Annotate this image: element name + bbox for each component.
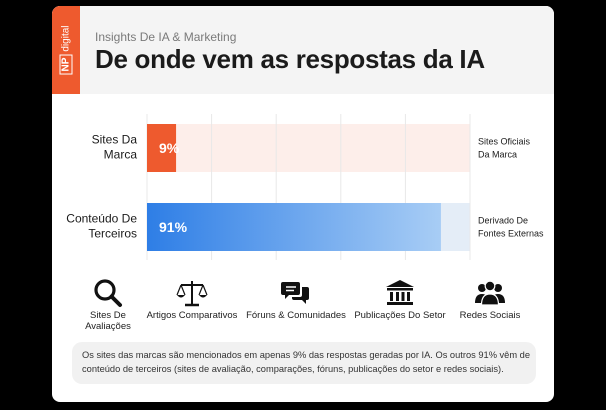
header: NP digital Insights De IA & Marketing De … <box>52 6 554 94</box>
icon-item-review-sites: Sites De Avaliações <box>80 276 136 332</box>
brand-logo: NP digital <box>52 6 80 94</box>
category-label: Conteúdo De <box>66 212 137 226</box>
bar-value-label: 91% <box>159 219 188 235</box>
bar <box>147 124 177 172</box>
category-label: Marca <box>104 148 138 162</box>
category-label: Terceiros <box>88 227 137 241</box>
brand-np-text: NP <box>59 54 73 75</box>
people-icon <box>475 280 505 306</box>
right-annotation: Fontes Externas <box>478 229 544 239</box>
magnifier-icon <box>94 279 122 307</box>
subtitle: Insights De IA & Marketing <box>95 30 237 44</box>
icon-item-social-networks: Redes Sociais <box>450 276 530 321</box>
icon-item-industry-publications: Publicações Do Setor <box>350 276 450 321</box>
icon-label-line1: Sites De <box>90 310 126 321</box>
page-title: De onde vem as respostas da IA <box>95 44 485 74</box>
chat-bubbles-icon <box>281 282 309 304</box>
icon-label: Fóruns & Comunidades <box>246 310 346 321</box>
icon-label: Artigos Comparativos <box>146 310 238 321</box>
institution-icon <box>386 280 414 305</box>
icon-item-forums: Fóruns & Comunidades <box>246 276 346 321</box>
category-label: Sites Da <box>92 133 138 147</box>
icon-label: Redes Sociais <box>459 310 521 321</box>
bar-value-label: 9% <box>159 140 180 156</box>
icon-item-comparative-articles: Artigos Comparativos <box>142 276 242 321</box>
summary-note: Os sites das marcas são mencionados em a… <box>72 342 536 384</box>
icon-label-line2: Avaliações <box>85 321 131 332</box>
right-annotation: Sites Oficiais <box>478 137 531 147</box>
summary-note-line2: conteúdo de terceiros (sites de avaliaçã… <box>82 364 504 374</box>
icon-label: Publicações Do Setor <box>354 310 446 321</box>
right-annotation: Da Marca <box>478 150 517 160</box>
summary-note-line1: Os sites das marcas são mencionados em a… <box>82 350 531 360</box>
infographic-card: NP digital Insights De IA & Marketing De … <box>52 6 554 402</box>
scales-icon <box>176 281 208 307</box>
bar <box>147 203 441 251</box>
bar-track <box>147 124 470 172</box>
right-annotation: Derivado De <box>478 216 528 226</box>
brand-digital-text: digital <box>60 25 72 52</box>
